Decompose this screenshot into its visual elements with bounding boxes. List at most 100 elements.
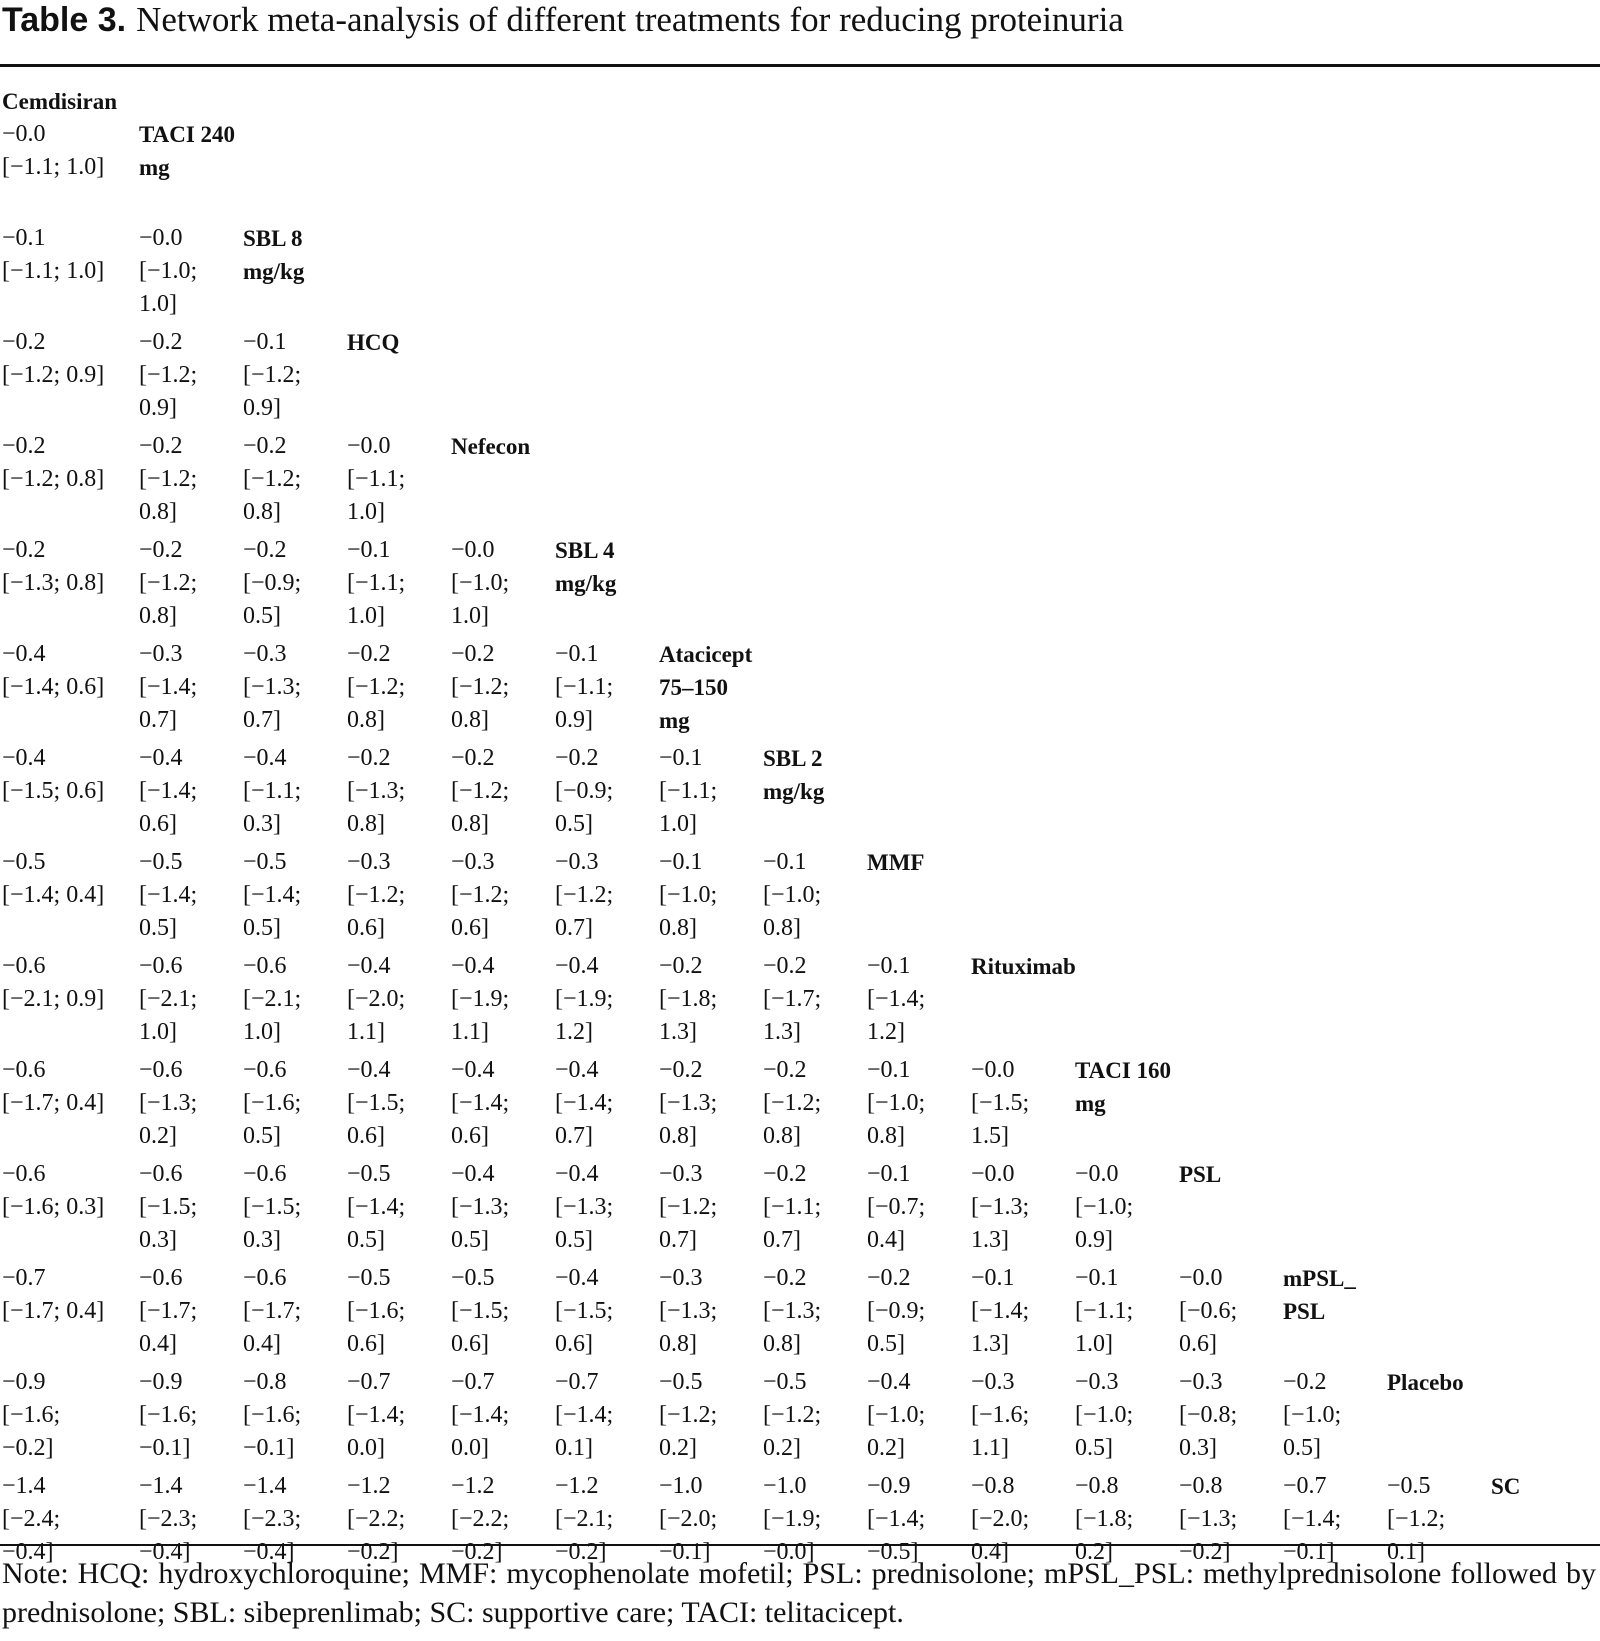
empty-cell <box>763 326 867 430</box>
estimate-interval: [−1.4; <box>555 1090 614 1116</box>
estimate-value: −1.4 <box>139 1473 183 1499</box>
estimate-cell: −0.6 [−2.1; 1.0] <box>243 950 347 1054</box>
estimate-interval: [−1.0; <box>867 1402 926 1428</box>
estimate-cell: −0.4 [−1.9; 1.1] <box>451 950 555 1054</box>
estimate-interval: [−1.0; <box>1075 1402 1134 1428</box>
estimate-interval: [−2.2; <box>347 1506 406 1532</box>
estimate-value: −0.2 <box>555 745 599 771</box>
estimate-cell: −1.0 [−2.0; −0.1] <box>659 1470 763 1574</box>
estimate-interval: −0.1] <box>139 1435 191 1461</box>
estimate-value: −0.7 <box>1283 1473 1327 1499</box>
estimate-interval: −0.4] <box>2 1539 54 1565</box>
estimate-cell: −1.4 [−2.4; −0.4] <box>2 1470 139 1574</box>
estimate-value: −0.6 <box>139 1265 183 1291</box>
estimate-value: −0.6 <box>243 1057 287 1083</box>
treatment-label: Nefecon <box>451 430 555 534</box>
table-top-rule <box>0 64 1600 67</box>
estimate-value: −0.3 <box>451 849 495 875</box>
estimate-interval: 0.5] <box>139 915 177 941</box>
estimate-interval: 0.2] <box>867 1435 905 1461</box>
estimate-interval: 0.8] <box>347 811 385 837</box>
treatment-label-line: MMF <box>867 850 925 875</box>
estimate-value: −0.1 <box>347 537 391 563</box>
estimate-interval: 0.5] <box>243 1123 281 1149</box>
estimate-cell: −0.5 [−1.2; 0.2] <box>659 1366 763 1470</box>
estimate-value: −0.5 <box>1387 1473 1431 1499</box>
table-row: −0.6 [−1.6; 0.3] −0.6 [−1.5; 0.3] −0.6 [−1.5; 0… <box>2 1158 1596 1262</box>
empty-cell <box>1491 85 1596 118</box>
estimate-cell: −1.2 [−2.2; −0.2] <box>347 1470 451 1574</box>
estimate-value: −0.1 <box>867 953 911 979</box>
estimate-interval: 0.3] <box>243 811 281 837</box>
estimate-interval: [−1.6; <box>347 1298 406 1324</box>
estimate-cell: −0.0 [−1.1; 1.0] <box>2 118 139 222</box>
estimate-cell: −0.2 [−0.9; 0.5] <box>555 742 659 846</box>
estimate-interval: 0.5] <box>555 811 593 837</box>
estimate-interval: 0.7] <box>763 1227 801 1253</box>
estimate-interval: [−1.5; <box>971 1090 1030 1116</box>
estimate-cell: −0.4 [−1.3; 0.5] <box>555 1158 659 1262</box>
empty-cell <box>1075 326 1179 430</box>
treatment-label-line: mg/kg <box>243 259 305 284</box>
estimate-interval: [−1.0; <box>1283 1402 1342 1428</box>
estimate-interval: 0.8] <box>243 499 281 525</box>
estimate-interval: 0.9] <box>243 395 281 421</box>
estimate-interval: [−1.5; <box>555 1298 614 1324</box>
estimate-interval: [−1.4; <box>347 1194 406 1220</box>
empty-cell <box>1179 430 1283 534</box>
estimate-value: −0.5 <box>243 849 287 875</box>
empty-cell <box>763 118 867 222</box>
table-row: −0.5 [−1.4; 0.4] −0.5 [−1.4; 0.5] −0.5 [−1.4; 0… <box>2 846 1596 950</box>
estimate-cell: −0.5 [−1.5; 0.6] <box>451 1262 555 1366</box>
estimate-interval: [−1.4; <box>971 1298 1030 1324</box>
table-row: −1.4 [−2.4; −0.4] −1.4 [−2.3; −0.4] −1.4 [−2.3;… <box>2 1470 1596 1574</box>
estimate-interval: [−0.9; <box>867 1298 926 1324</box>
treatment-label-line: PSL <box>1179 1162 1222 1187</box>
estimate-cell: −0.1 [−1.1; 1.0] <box>2 222 139 326</box>
estimate-interval: [−2.1; <box>243 986 302 1012</box>
empty-cell <box>1491 638 1596 742</box>
estimate-cell: −0.4 [−1.9; 1.2] <box>555 950 659 1054</box>
estimate-value: −0.2 <box>763 1161 807 1187</box>
estimate-interval: [−1.4; <box>347 1402 406 1428</box>
estimate-value: −0.2 <box>347 745 391 771</box>
empty-cell <box>243 118 347 222</box>
treatment-label: Placebo <box>1387 1366 1491 1470</box>
estimate-cell: −0.5 [−1.4; 0.4] <box>2 846 139 950</box>
table-row: −0.4 [−1.5; 0.6] −0.4 [−1.4; 0.6] −0.4 [−1.1; 0… <box>2 742 1596 846</box>
estimate-value: −0.2 <box>1283 1369 1327 1395</box>
empty-cell <box>1075 430 1179 534</box>
estimate-value: −0.2 <box>659 953 703 979</box>
estimate-interval: −0.2] <box>347 1539 399 1565</box>
estimate-cell: −0.7 [−1.4; 0.0] <box>347 1366 451 1470</box>
estimate-interval: [−1.4; 0.4] <box>2 882 105 908</box>
treatment-label: Atacicept 75–150 mg <box>659 638 763 742</box>
estimate-interval: 0.8] <box>659 1123 697 1149</box>
estimate-interval: [−1.4; <box>867 986 926 1012</box>
estimate-value: −0.6 <box>139 953 183 979</box>
estimate-cell: −0.2 [−1.8; 1.3] <box>659 950 763 1054</box>
estimate-value: −0.3 <box>139 641 183 667</box>
estimate-interval: 1.3] <box>971 1227 1009 1253</box>
empty-cell <box>451 118 555 222</box>
estimate-cell: −0.2 [−1.2; 0.9] <box>2 326 139 430</box>
estimate-interval: [−1.2; <box>243 362 302 388</box>
estimate-value: −0.2 <box>139 329 183 355</box>
estimate-interval: −0.4] <box>243 1539 295 1565</box>
estimate-interval: [−1.2; <box>347 674 406 700</box>
estimate-value: −0.1 <box>867 1057 911 1083</box>
empty-cell <box>1387 1158 1491 1262</box>
estimate-interval: [−1.4; <box>451 1402 510 1428</box>
empty-cell <box>1179 950 1283 1054</box>
estimate-value: −0.1 <box>867 1161 911 1187</box>
estimate-value: −0.0 <box>347 433 391 459</box>
estimate-value: −0.5 <box>451 1265 495 1291</box>
empty-cell <box>763 85 867 118</box>
estimate-interval: −0.1] <box>659 1539 711 1565</box>
estimate-value: −0.4 <box>139 745 183 771</box>
estimate-cell: −1.4 [−2.3; −0.4] <box>243 1470 347 1574</box>
estimate-interval: 1.1] <box>347 1019 385 1045</box>
estimate-value: −0.1 <box>1075 1265 1119 1291</box>
estimate-interval: 0.6] <box>451 915 489 941</box>
estimate-cell: −0.5 [−1.2; 0.2] <box>763 1366 867 1470</box>
